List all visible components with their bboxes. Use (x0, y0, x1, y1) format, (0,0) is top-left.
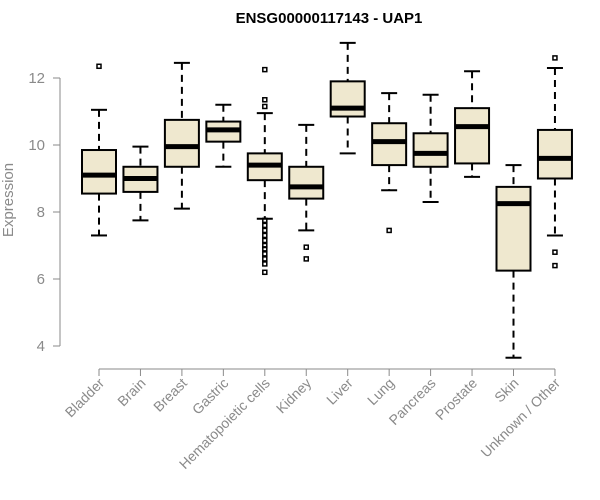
x-tick-label: Kidney (273, 375, 315, 417)
outlier-point (262, 97, 268, 103)
y-tick-label: 4 (37, 338, 45, 355)
outlier-point (262, 222, 268, 229)
box-group-hematopoietic-cells (246, 66, 283, 276)
box-group-breast (163, 61, 200, 210)
outlier-point (303, 256, 309, 262)
x-tick-label: Breast (150, 375, 190, 415)
outlier-point (262, 246, 268, 252)
outlier-point (552, 262, 558, 269)
chart-title: ENSG00000117143 - UAP1 (236, 10, 423, 27)
outlier-point (262, 232, 268, 239)
x-tick-label: Bladder (62, 375, 108, 421)
outlier-point (386, 227, 392, 234)
iqr-box (495, 185, 532, 272)
box-group-prostate (454, 70, 491, 178)
outlier-point (96, 63, 102, 70)
outlier-point (262, 217, 268, 224)
outlier-point (262, 261, 268, 267)
y-tick-label: 6 (37, 271, 45, 288)
box-group-brain (122, 145, 159, 222)
iqr-box (536, 128, 573, 180)
iqr-box (329, 80, 366, 118)
x-tick-label: Lung (364, 375, 397, 408)
x-tick-label: Brain (114, 375, 148, 409)
iqr-box (81, 149, 117, 195)
x-tick-label: Liver (323, 375, 356, 408)
outlier-point (262, 251, 268, 257)
outlier-point (262, 237, 268, 244)
y-tick-label: 10 (28, 137, 45, 154)
x-tick-label: Prostate (432, 375, 480, 423)
outlier-point (262, 269, 268, 276)
outlier-point (552, 249, 558, 255)
outlier-point (262, 227, 268, 234)
box-group-kidney (288, 123, 325, 262)
box-group-liver (329, 41, 366, 155)
outlier-point (262, 103, 268, 110)
iqr-box (412, 132, 449, 168)
box-group-skin (495, 164, 532, 359)
box-group-lung (371, 92, 408, 234)
outlier-point (303, 244, 309, 250)
plot-area (81, 41, 573, 359)
outlier-point (262, 66, 268, 73)
outlier-point (552, 55, 558, 61)
y-axis-label: Expression (0, 163, 17, 237)
y-tick-label: 12 (28, 70, 45, 87)
x-tick-label: Skin (491, 375, 522, 406)
box-group-unknown-other (536, 55, 573, 269)
x-tick-label: Unknown / Other (477, 375, 563, 461)
y-tick-label: 8 (37, 204, 45, 221)
iqr-box (163, 118, 200, 168)
y-axis-ticks: 4 6 8 10 12 (28, 70, 60, 355)
iqr-box (454, 107, 491, 165)
iqr-box (288, 165, 325, 200)
box-group-bladder (81, 63, 117, 237)
box-group-gastric (205, 103, 242, 168)
box-group-pancreas (412, 93, 449, 203)
iqr-box (371, 122, 408, 167)
outlier-point (262, 256, 268, 262)
